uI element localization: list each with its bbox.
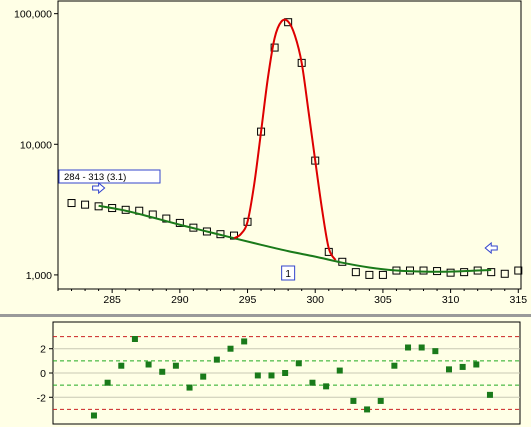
residual-point [323,383,330,390]
x-tick-label: 300 [306,294,324,306]
x-tick-label: 295 [239,294,257,306]
residual-point [254,372,261,379]
residual-point [186,384,193,391]
data-point [365,270,374,279]
data-point [446,268,455,277]
residual-point [473,361,480,368]
residual-point [131,336,138,342]
peak-label-box [281,265,296,281]
residual-point [336,367,343,374]
residual-point [200,373,207,380]
residual-point [350,397,357,404]
residual-y-tick-label: 0 [40,368,46,380]
main-fit-lines [98,18,492,273]
residual-point [282,370,289,376]
residual-point [213,356,220,363]
residual-point [145,361,152,368]
baseline-curve [98,204,492,273]
residual-point [159,368,166,375]
residual-y-tick-label: 2 [40,344,46,356]
y-tick-label: 1,000 [26,270,52,282]
range-end-arrow-icon[interactable] [484,241,498,255]
residual-point [90,412,97,419]
residual-point [241,338,248,345]
range-start-arrow-icon[interactable] [92,181,106,195]
main-x-axis: 285 290 295 300 305 310 315 [57,289,528,306]
residual-reference-lines [53,336,520,410]
residual-point [405,344,412,351]
data-point [351,268,360,277]
residual-point [118,362,125,369]
data-point [67,199,76,208]
residual-point [268,372,275,379]
residual-point [486,391,493,398]
residual-point [172,362,179,369]
y-tick-label: 100,000 [14,9,52,21]
y-tick-label: 10,000 [20,139,52,151]
main-y-axis: 1,000 10,000 100,000 [14,9,58,282]
residual-point [295,360,302,367]
panel-divider [0,314,531,317]
peak-label: 1 [285,269,291,280]
residual-points [90,336,493,419]
x-tick-label: 310 [442,294,460,306]
peak-marker[interactable]: 1 [281,265,296,281]
data-point [270,43,279,52]
data-point [487,268,496,277]
peak-fit-curve [233,18,337,261]
x-tick-label: 290 [171,294,189,306]
main-plot-frame [57,0,522,290]
data-point [81,200,90,209]
x-tick-label: 315 [510,294,528,306]
range-marker[interactable]: 284 - 313 (3.1) [58,169,498,255]
residual-point [391,362,398,369]
residual-point [432,348,439,355]
range-label: 284 - 313 (3.1) [64,172,126,183]
residual-point [309,379,316,386]
data-point [500,269,509,278]
residual-point [377,397,384,404]
residual-point [418,344,425,351]
x-tick-label: 305 [374,294,392,306]
residual-point [445,366,452,373]
residual-point [364,406,371,413]
range-label-box [58,169,161,184]
data-point [514,266,523,275]
residual-point [459,363,466,370]
x-tick-label: 285 [103,294,121,306]
residual-point [104,379,111,386]
residual-y-axis: -2 0 2 [37,344,53,404]
residual-y-tick-label: -2 [37,392,46,404]
data-point [284,18,293,27]
residual-point [227,345,234,352]
data-point [378,270,387,279]
